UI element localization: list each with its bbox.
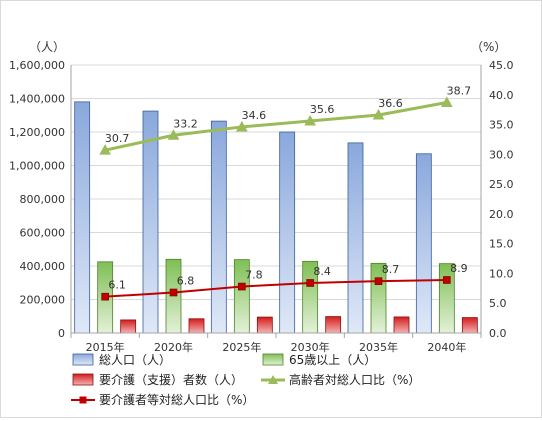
- x-tick-label: 2015年: [86, 340, 125, 354]
- y-right-tick-label: 10.0: [489, 267, 514, 280]
- legend-swatch: [262, 353, 284, 366]
- lines: [99, 96, 453, 301]
- y-right-tick-label: 45.0: [489, 59, 514, 72]
- care-ratio-data-label: 6.1: [108, 279, 126, 292]
- care-ratio-marker: [306, 279, 314, 287]
- x-tick-label: 2035年: [359, 340, 398, 354]
- y-left-tick-label: 1,200,000: [9, 126, 65, 139]
- aged-ratio-marker: [372, 108, 385, 120]
- legend-label: 総人口（人）: [99, 353, 171, 367]
- y-right-tick-label: 35.0: [489, 119, 514, 132]
- care-recipients-bar: [393, 316, 410, 334]
- legend-label: 65歳以上（人）: [289, 353, 376, 367]
- y-left-tick-label: 1,000,000: [9, 160, 65, 173]
- y-left-tick-label: 200,000: [20, 294, 66, 307]
- total-population-bar: [210, 120, 227, 334]
- legend-item: 総人口（人）: [72, 353, 171, 367]
- aged-ratio-data-label: 35.6: [310, 103, 335, 116]
- y-right-tick-label: 15.0: [489, 238, 514, 251]
- care-ratio-data-label: 6.8: [177, 275, 195, 288]
- aged-ratio-marker: [235, 120, 248, 132]
- legend-label: 高齢者対総人口比（%）: [289, 372, 420, 387]
- care-ratio-marker: [169, 288, 178, 297]
- aged-ratio-data-label: 30.7: [105, 132, 130, 145]
- legend-item: 要介護（支援）者数（人）: [72, 372, 243, 387]
- axes: （人） （%） 0 200,000 400,000 600,000 800,000 1,0…: [9, 40, 513, 354]
- y-right-unit-label: （%）: [471, 40, 506, 54]
- care-ratio-data-label: 8.7: [382, 263, 400, 276]
- aged-ratio-line: [104, 101, 448, 152]
- care-recipients-bar: [256, 316, 273, 334]
- total-population-bar: [415, 153, 432, 334]
- bars: [74, 101, 478, 334]
- y-right-tick-label: 0.0: [489, 327, 507, 340]
- aged-ratio-data-label: 38.7: [447, 85, 472, 98]
- y-left-tick-label: 400,000: [20, 260, 66, 273]
- care-recipients-bar: [188, 318, 205, 334]
- care-ratio-marker: [101, 292, 109, 301]
- x-tick-label: 2020年: [154, 340, 193, 354]
- total-population-bar: [74, 101, 91, 334]
- legend-item: 高齢者対総人口比（%）: [261, 372, 420, 387]
- y-right-tick-label: 20.0: [489, 208, 514, 221]
- gridlines: [71, 64, 481, 334]
- care-ratio-line: [105, 278, 447, 298]
- x-tick-label: 2030年: [291, 340, 330, 354]
- legend-marker: [268, 375, 278, 384]
- care-recipients-bar: [325, 316, 342, 334]
- aged-ratio-marker: [167, 129, 180, 140]
- legend-label: 要介護者等対総人口比（%）: [99, 392, 254, 407]
- aged-ratio-data-label: 33.2: [173, 117, 198, 130]
- total-population-bar: [142, 110, 159, 334]
- legend-item: 65歳以上（人）: [262, 353, 376, 367]
- x-tick-label: 2025年: [222, 340, 261, 354]
- y-left-tick-label: 1,400,000: [9, 93, 65, 106]
- aged-ratio-marker: [440, 96, 453, 108]
- y-right-tick-label: 30.0: [489, 148, 514, 161]
- y-right-tick-label: 5.0: [489, 297, 507, 310]
- x-tick-label: 2040年: [427, 340, 466, 354]
- legend-swatch: [72, 353, 94, 366]
- care-recipients-bar: [120, 319, 137, 334]
- aged-ratio-marker: [304, 114, 317, 126]
- y-left-unit-label: （人）: [29, 40, 65, 54]
- legend: 総人口（人） 65歳以上（人） 要介護（支援）者数（人） 高齢者対総人口比（%） 要介護…: [71, 353, 420, 407]
- y-left-tick-label: 800,000: [20, 193, 66, 206]
- legend-item: 要介護者等対総人口比（%）: [71, 392, 254, 407]
- aged-ratio-marker: [99, 144, 112, 155]
- aged-ratio-data-label: 34.6: [242, 109, 267, 122]
- care-recipients-bar: [461, 317, 478, 334]
- care-ratio-data-label: 8.9: [450, 262, 468, 275]
- care-ratio-data-label: 7.8: [245, 269, 263, 282]
- care-ratio-marker: [443, 276, 451, 284]
- legend-swatch: [72, 373, 94, 386]
- care-ratio-marker: [374, 277, 383, 285]
- y-right-tick-label: 25.0: [489, 178, 514, 191]
- care-ratio-data-label: 8.4: [313, 265, 331, 278]
- legend-marker: [79, 396, 87, 404]
- y-left-tick-label: 1,600,000: [9, 59, 65, 72]
- y-left-tick-label: 600,000: [20, 227, 66, 240]
- total-population-bar: [279, 131, 296, 334]
- aged-ratio-data-label: 36.6: [378, 97, 403, 110]
- y-right-tick-label: 40.0: [489, 89, 514, 102]
- total-population-bar: [347, 142, 364, 334]
- legend-label: 要介護（支援）者数（人）: [99, 372, 243, 387]
- care-ratio-marker: [238, 282, 246, 291]
- y-left-tick-label: 0: [58, 327, 65, 340]
- data-labels: 30.7 33.2 34.6 35.6 36.6 38.7 6.1 6.8 7.8 8.4 8.7 8…: [105, 85, 471, 292]
